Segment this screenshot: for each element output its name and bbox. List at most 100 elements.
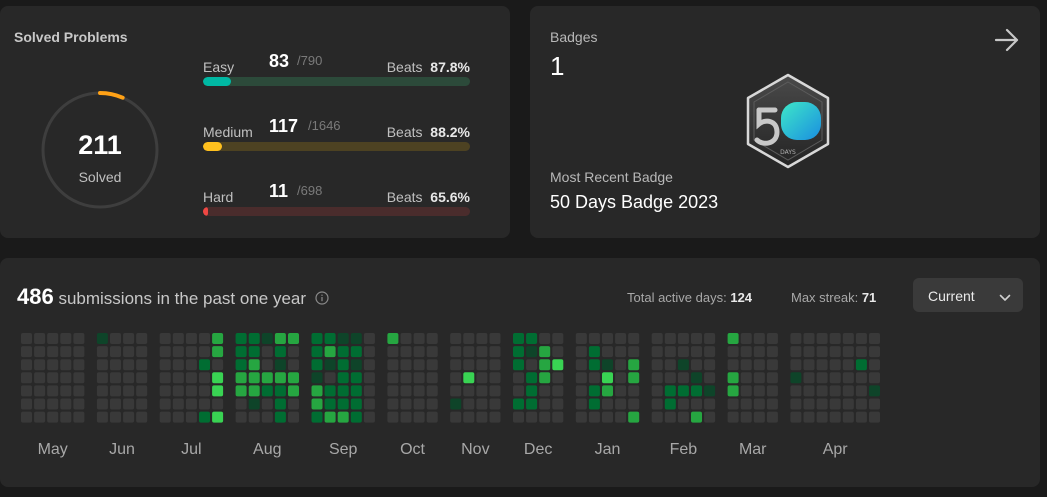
heatmap-day-cell[interactable]	[526, 333, 538, 344]
heatmap-day-cell[interactable]	[261, 411, 273, 423]
heatmap-day-cell[interactable]	[60, 346, 72, 358]
heatmap-day-cell[interactable]	[615, 346, 627, 358]
heatmap-day-cell[interactable]	[740, 385, 752, 397]
heatmap-day-cell[interactable]	[47, 372, 59, 384]
heatmap-day-cell[interactable]	[539, 372, 551, 384]
heatmap-day-cell[interactable]	[855, 346, 867, 358]
heatmap-day-cell[interactable]	[136, 385, 148, 397]
heatmap-day-cell[interactable]	[615, 372, 627, 384]
heatmap-day-cell[interactable]	[34, 372, 46, 384]
heatmap-day-cell[interactable]	[489, 359, 501, 371]
heatmap-day-cell[interactable]	[274, 346, 286, 358]
heatmap-day-cell[interactable]	[288, 385, 299, 397]
heatmap-day-cell[interactable]	[21, 372, 32, 384]
heatmap-day-cell[interactable]	[274, 398, 286, 410]
heatmap-day-cell[interactable]	[123, 372, 135, 384]
heatmap-day-cell[interactable]	[60, 359, 72, 371]
heatmap-day-cell[interactable]	[664, 372, 676, 384]
heatmap-day-cell[interactable]	[185, 411, 197, 423]
heatmap-day-cell[interactable]	[185, 346, 197, 358]
heatmap-day-cell[interactable]	[73, 372, 85, 384]
heatmap-day-cell[interactable]	[136, 411, 148, 423]
heatmap-day-cell[interactable]	[73, 333, 85, 344]
heatmap-day-cell[interactable]	[727, 359, 739, 371]
heatmap-day-cell[interactable]	[842, 385, 854, 397]
heatmap-day-cell[interactable]	[34, 333, 46, 344]
heatmap-day-cell[interactable]	[123, 398, 135, 410]
heatmap-day-cell[interactable]	[363, 385, 375, 397]
heatmap-day-cell[interactable]	[615, 333, 627, 344]
heatmap-day-cell[interactable]	[34, 346, 46, 358]
heatmap-day-cell[interactable]	[691, 372, 702, 384]
heatmap-day-cell[interactable]	[60, 411, 72, 423]
heatmap-day-cell[interactable]	[400, 385, 412, 397]
heatmap-day-cell[interactable]	[274, 372, 286, 384]
heatmap-day-cell[interactable]	[159, 333, 171, 344]
heatmap-day-cell[interactable]	[588, 333, 600, 344]
heatmap-day-cell[interactable]	[575, 398, 587, 410]
heatmap-day-cell[interactable]	[413, 359, 425, 371]
heatmap-day-cell[interactable]	[829, 359, 841, 371]
heatmap-day-cell[interactable]	[136, 346, 148, 358]
heatmap-day-cell[interactable]	[704, 385, 716, 397]
heatmap-day-cell[interactable]	[350, 398, 362, 410]
heatmap-day-cell[interactable]	[628, 372, 640, 384]
heatmap-day-cell[interactable]	[526, 359, 538, 371]
heatmap-day-cell[interactable]	[842, 359, 854, 371]
heatmap-day-cell[interactable]	[753, 346, 765, 358]
heatmap-day-cell[interactable]	[463, 372, 475, 384]
heatmap-day-cell[interactable]	[651, 385, 663, 397]
heatmap-day-cell[interactable]	[790, 372, 802, 384]
heatmap-day-cell[interactable]	[855, 359, 867, 371]
heatmap-day-cell[interactable]	[704, 372, 716, 384]
heatmap-day-cell[interactable]	[539, 398, 551, 410]
heatmap-day-cell[interactable]	[602, 346, 613, 358]
heatmap-day-cell[interactable]	[21, 333, 32, 344]
year-select-dropdown[interactable]: Current	[913, 278, 1023, 312]
heatmap-day-cell[interactable]	[96, 359, 108, 371]
heatmap-day-cell[interactable]	[73, 359, 85, 371]
heatmap-day-cell[interactable]	[337, 333, 349, 344]
heatmap-day-cell[interactable]	[21, 398, 32, 410]
most-recent-badge-name[interactable]: 50 Days Badge 2023	[550, 192, 719, 212]
heatmap-day-cell[interactable]	[400, 398, 412, 410]
heatmap-day-cell[interactable]	[363, 398, 375, 410]
heatmap-day-cell[interactable]	[324, 333, 336, 344]
heatmap-day-cell[interactable]	[47, 398, 59, 410]
heatmap-day-cell[interactable]	[727, 411, 739, 423]
heatmap-day-cell[interactable]	[691, 333, 702, 344]
heatmap-day-cell[interactable]	[842, 398, 854, 410]
heatmap-day-cell[interactable]	[337, 411, 349, 423]
heatmap-day-cell[interactable]	[248, 385, 260, 397]
heatmap-day-cell[interactable]	[704, 359, 716, 371]
heatmap-day-cell[interactable]	[248, 398, 260, 410]
heatmap-day-cell[interactable]	[816, 372, 828, 384]
heatmap-day-cell[interactable]	[552, 333, 564, 344]
heatmap-day-cell[interactable]	[288, 372, 299, 384]
heatmap-day-cell[interactable]	[476, 398, 488, 410]
heatmap-day-cell[interactable]	[664, 346, 676, 358]
heatmap-day-cell[interactable]	[387, 372, 399, 384]
heatmap-day-cell[interactable]	[803, 333, 815, 344]
heatmap-day-cell[interactable]	[311, 385, 323, 397]
heatmap-day-cell[interactable]	[199, 398, 210, 410]
heatmap-day-cell[interactable]	[159, 359, 171, 371]
heatmap-day-cell[interactable]	[110, 411, 121, 423]
heatmap-day-cell[interactable]	[651, 333, 663, 344]
heatmap-day-cell[interactable]	[387, 333, 399, 344]
heatmap-day-cell[interactable]	[463, 385, 475, 397]
heatmap-day-cell[interactable]	[628, 359, 640, 371]
heatmap-day-cell[interactable]	[110, 398, 121, 410]
heatmap-day-cell[interactable]	[628, 346, 640, 358]
heatmap-day-cell[interactable]	[691, 359, 702, 371]
heatmap-day-cell[interactable]	[426, 411, 438, 423]
heatmap-day-cell[interactable]	[476, 385, 488, 397]
heatmap-day-cell[interactable]	[790, 398, 802, 410]
heatmap-day-cell[interactable]	[829, 333, 841, 344]
heatmap-day-cell[interactable]	[400, 372, 412, 384]
heatmap-day-cell[interactable]	[651, 411, 663, 423]
heatmap-day-cell[interactable]	[185, 333, 197, 344]
heatmap-day-cell[interactable]	[677, 411, 689, 423]
heatmap-day-cell[interactable]	[552, 359, 564, 371]
heatmap-day-cell[interactable]	[387, 385, 399, 397]
